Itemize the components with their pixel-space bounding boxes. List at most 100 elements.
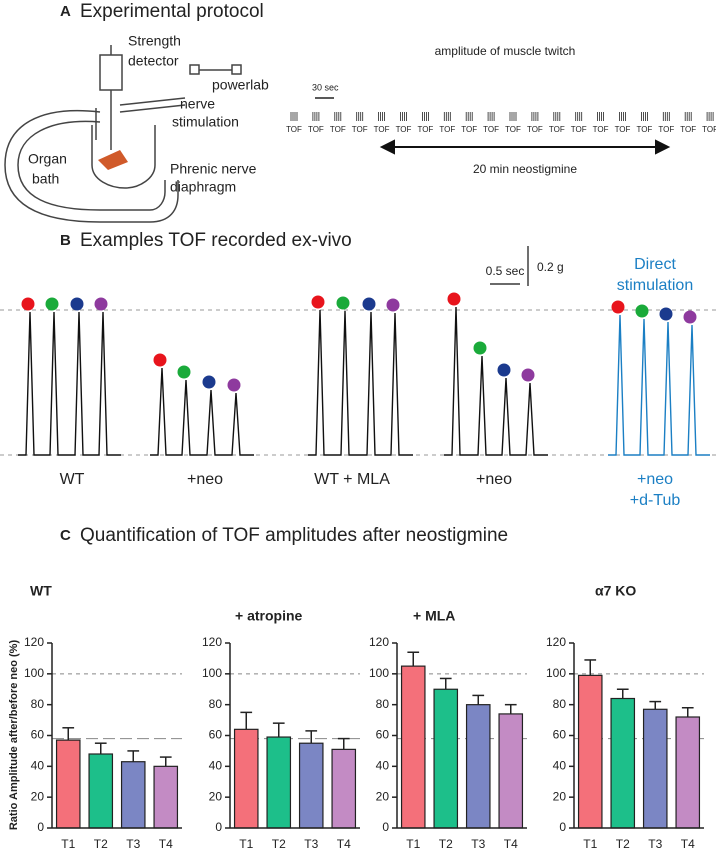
x-tick-label: T1 (61, 837, 75, 851)
x-tick-label: T1 (239, 837, 253, 851)
y-tick-label: 0 (382, 820, 389, 834)
stimulus-dot (635, 304, 649, 318)
trace (18, 311, 121, 456)
traces: WT +neo WT + MLA +neo +neo +d-Tub (18, 292, 710, 509)
stimulus-dot (311, 295, 325, 309)
y-tick-label: 120 (369, 635, 389, 649)
direct-label: Direct (634, 256, 676, 273)
y-tick-label: 60 (209, 728, 223, 742)
tof-label: TOF (396, 125, 412, 134)
protocol-title: amplitude of muscle twitch (435, 44, 576, 58)
y-tick-label: 120 (546, 635, 566, 649)
diagram-label: stimulation (172, 114, 239, 130)
x-tick-label: T2 (272, 837, 286, 851)
tof-label: TOF (680, 125, 696, 134)
panel-label: B (60, 232, 71, 249)
diagram-label: diaphragm (170, 179, 236, 195)
stimulus-dot (362, 297, 376, 311)
x-tick-label: T4 (681, 837, 695, 851)
tof-label: TOF (527, 125, 543, 134)
x-tick-label: T1 (583, 837, 597, 851)
x-tick-label: T4 (504, 837, 518, 851)
bar (153, 765, 179, 829)
time-scale-label: 0.5 sec (486, 264, 525, 278)
trace (444, 306, 548, 456)
y-tick-label: 0 (37, 820, 44, 834)
panel-label: C (60, 527, 71, 544)
y-tick-label: 0 (559, 820, 566, 834)
trace (608, 314, 710, 456)
bar (266, 736, 292, 829)
diagram-label: bath (32, 171, 59, 187)
tof-label: TOF (483, 125, 499, 134)
panel-title: Examples TOF recorded ex-vivo (80, 230, 352, 251)
tof-label: TOF (417, 125, 433, 134)
y-tick-label: 60 (553, 728, 567, 742)
y-tick-label: 80 (31, 697, 45, 711)
bar (610, 697, 636, 829)
stimulus-dot (611, 300, 625, 314)
y-tick-label: 60 (31, 728, 45, 742)
bar (675, 716, 701, 829)
y-tick-label: 100 (546, 666, 566, 680)
x-tick-label: T2 (439, 837, 453, 851)
stimulus-dot (521, 368, 535, 382)
panel-title: Experimental protocol (80, 1, 264, 22)
stimulus-dot (447, 292, 461, 306)
tof-label: TOF (658, 125, 674, 134)
stimulus-dot (386, 298, 400, 312)
stimulus-dot (202, 375, 216, 389)
bar (400, 665, 426, 829)
organ-bath-diagram (4, 45, 242, 223)
panel-label: A (60, 3, 71, 20)
stimulus-dot (497, 363, 511, 377)
chart-title: + MLA (413, 608, 455, 624)
stimulus-dot (70, 297, 84, 311)
tof-label: TOF (286, 125, 302, 134)
chart-title: α7 KO (595, 583, 636, 599)
bar (120, 761, 146, 829)
tof-label: TOF (615, 125, 631, 134)
trace (150, 367, 254, 456)
y-tick-label: 120 (24, 635, 44, 649)
tof-train: TOF TOF TOF TOF TOF TOF TOF TOF TOF TOF TOF TOF TOF T… (286, 112, 716, 134)
tof-label: TOF (702, 125, 716, 134)
charts: WT Ratio Amplitude after/before neo (%) 0 2… (8, 583, 704, 851)
bar (498, 713, 524, 829)
y-tick-label: 20 (376, 789, 390, 803)
bar (88, 753, 114, 829)
y-tick-label: 100 (369, 666, 389, 680)
trace (308, 309, 413, 456)
time-scale-label: 30 sec (312, 82, 339, 92)
x-tick-label: T3 (126, 837, 140, 851)
y-tick-label: 40 (553, 759, 567, 773)
bar (433, 688, 459, 829)
trace-label: +neo (637, 471, 673, 488)
bar (298, 742, 324, 829)
x-tick-label: T2 (94, 837, 108, 851)
tof-label: TOF (439, 125, 455, 134)
chart-title: + atropine (235, 608, 303, 624)
diaphragm-tissue (98, 150, 128, 170)
force-scale-label: 0.2 g (537, 260, 564, 274)
diagram-label: Phrenic nerve (170, 161, 257, 177)
x-tick-label: T2 (616, 837, 630, 851)
y-tick-label: 60 (376, 728, 390, 742)
diagram-label: powerlab (212, 77, 269, 93)
panel-title: Quantification of TOF amplitudes after n… (80, 525, 508, 546)
stimulus-dot (659, 307, 673, 321)
stimulus-dot (177, 365, 191, 379)
y-tick-label: 20 (553, 789, 567, 803)
x-tick-label: T3 (304, 837, 318, 851)
tof-label: TOF (571, 125, 587, 134)
y-tick-label: 40 (376, 759, 390, 773)
trace-label: +d-Tub (630, 492, 681, 509)
y-tick-label: 100 (24, 666, 44, 680)
x-tick-label: T4 (337, 837, 351, 851)
diagram-label: Strength (128, 33, 181, 49)
y-tick-label: 20 (31, 789, 45, 803)
stimulus-dot (45, 297, 59, 311)
diagram-label: detector (128, 53, 179, 69)
y-tick-label: 0 (215, 820, 222, 834)
